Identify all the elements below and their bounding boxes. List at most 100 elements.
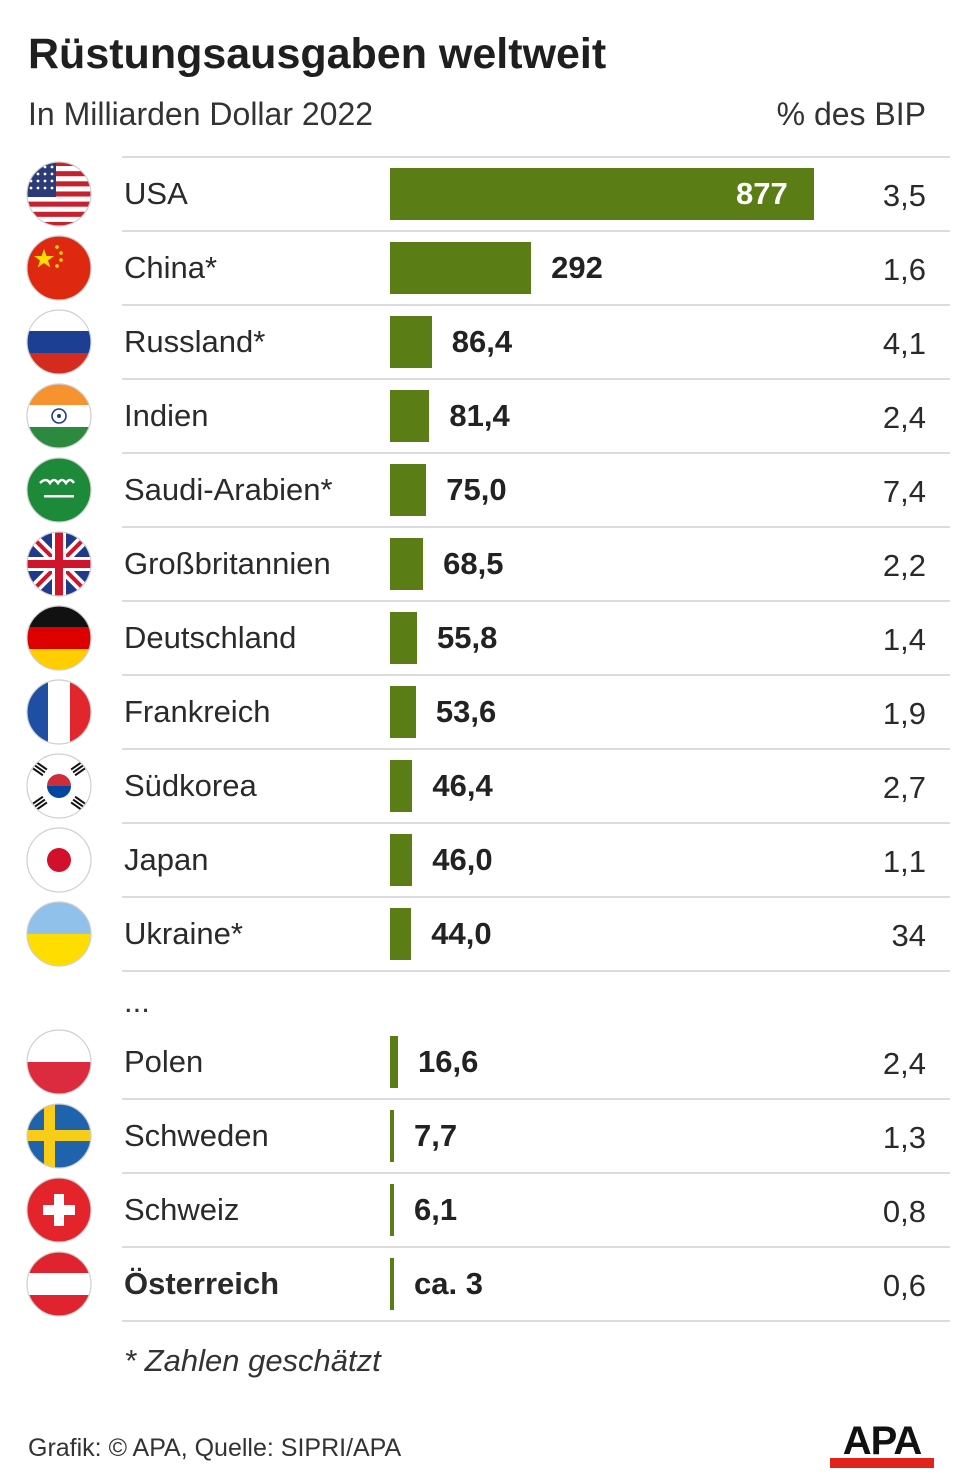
row-divider <box>122 230 950 232</box>
bip-value: 4,1 <box>882 326 926 361</box>
bar <box>390 686 416 738</box>
bar <box>390 390 430 442</box>
row-divider <box>122 674 950 676</box>
row-divider <box>122 304 950 306</box>
bar <box>390 834 413 886</box>
bip-column-header: % des BIP <box>776 96 926 132</box>
bar <box>390 464 427 516</box>
bar <box>390 242 532 294</box>
bar-value-label: 44,0 <box>431 916 492 951</box>
row-divider <box>122 896 950 898</box>
bar-value-label: 46,4 <box>432 768 493 803</box>
row-divider <box>122 748 950 750</box>
poland-flag-icon <box>26 1029 92 1095</box>
uk-flag-icon <box>26 531 92 597</box>
row-divider <box>122 526 950 528</box>
country-label: Russland* <box>124 324 266 359</box>
bip-value: 1,6 <box>882 252 926 287</box>
india-flag-icon <box>26 383 92 449</box>
country-label: Indien <box>124 398 209 433</box>
bar-value-label: 292 <box>551 250 603 285</box>
bip-value: 34 <box>891 918 926 953</box>
country-label: USA <box>124 176 188 211</box>
source-credit: Grafik: © APA, Quelle: SIPRI/APA <box>28 1434 402 1462</box>
usa-flag-icon <box>26 161 92 227</box>
bar-value-label: ca. 3 <box>414 1266 483 1301</box>
country-label: Deutschland <box>124 620 297 655</box>
south-korea-flag-icon <box>26 753 92 819</box>
chart-subtitle: In Milliarden Dollar 2022 <box>28 96 374 132</box>
apa-logo-bar <box>830 1458 934 1468</box>
bar <box>390 168 814 220</box>
row-divider <box>122 378 950 380</box>
bar-value-label: 81,4 <box>449 398 510 433</box>
apa-logo-text: APA <box>843 1419 922 1463</box>
country-label: Frankreich <box>124 694 271 729</box>
row-divider <box>122 1172 950 1174</box>
country-label: Schweden <box>124 1118 269 1153</box>
country-label: China* <box>124 250 218 285</box>
germany-flag-icon <box>26 605 92 671</box>
country-label: Südkorea <box>124 768 257 803</box>
bip-value: 0,8 <box>882 1194 926 1229</box>
bip-value: 7,4 <box>882 474 926 509</box>
bar-chart: USA 877 3,5 China* 292 1,6 Russland* 86,4 4,1 Ind… <box>26 156 950 1322</box>
sweden-flag-icon <box>26 1103 92 1169</box>
bar-value-label: 55,8 <box>436 620 498 655</box>
country-label: Ukraine* <box>124 916 243 951</box>
bar <box>390 1036 399 1088</box>
russia-flag-icon <box>26 309 92 375</box>
bip-value: 2,2 <box>882 548 926 583</box>
bar-value-label: 53,6 <box>435 694 497 729</box>
bip-value: 3,5 <box>882 178 926 213</box>
row-divider <box>122 1320 950 1322</box>
row-divider <box>122 1246 950 1248</box>
bar-value-label: 7,7 <box>414 1118 458 1153</box>
bip-value: 1,1 <box>882 844 926 879</box>
china-flag-icon <box>26 235 92 301</box>
bip-value: 2,4 <box>882 1046 926 1081</box>
row-divider <box>122 1098 950 1100</box>
bip-value: 0,6 <box>882 1268 926 1303</box>
france-flag-icon <box>26 679 92 745</box>
country-label: Saudi-Arabien* <box>124 472 333 507</box>
switzerland-flag-icon <box>26 1177 92 1243</box>
bar-value-label: 16,6 <box>418 1044 479 1079</box>
bar-value-label: 75,0 <box>446 472 507 507</box>
row-divider <box>122 156 950 158</box>
bar <box>390 612 417 664</box>
country-label: Polen <box>124 1044 204 1079</box>
apa-logo: APA <box>830 1419 934 1468</box>
footnote: * Zahlen geschätzt <box>124 1343 381 1378</box>
bar <box>390 1184 394 1236</box>
bip-value: 2,7 <box>882 770 926 805</box>
bip-value: 1,9 <box>882 696 926 731</box>
country-label: Japan <box>124 842 209 877</box>
country-label: Schweiz <box>124 1192 240 1227</box>
japan-flag-icon <box>26 827 92 893</box>
bar-value-label: 86,4 <box>451 324 513 359</box>
bip-value: 1,4 <box>882 622 926 657</box>
bar <box>390 316 432 368</box>
row-divider <box>122 970 950 972</box>
bar <box>390 538 424 590</box>
bar <box>390 908 412 960</box>
bar-value-label: 877 <box>736 176 788 211</box>
bar <box>390 1110 394 1162</box>
saudi-arabia-flag-icon <box>26 457 92 523</box>
chart-title: Rüstungsausgaben weltweit <box>28 30 607 78</box>
bar <box>390 760 413 812</box>
austria-flag-icon <box>26 1251 92 1317</box>
bip-value: 2,4 <box>882 400 926 435</box>
ellipsis: ... <box>124 984 150 1019</box>
bar <box>390 1258 394 1310</box>
country-label: Österreich <box>124 1266 280 1301</box>
country-label: Großbritannien <box>124 546 331 581</box>
ukraine-flag-icon <box>26 901 92 967</box>
row-divider <box>122 822 950 824</box>
row-divider <box>122 600 950 602</box>
row-divider <box>122 452 950 454</box>
bar-value-label: 46,0 <box>432 842 493 877</box>
bip-value: 1,3 <box>882 1120 926 1155</box>
bar-value-label: 68,5 <box>443 546 504 581</box>
